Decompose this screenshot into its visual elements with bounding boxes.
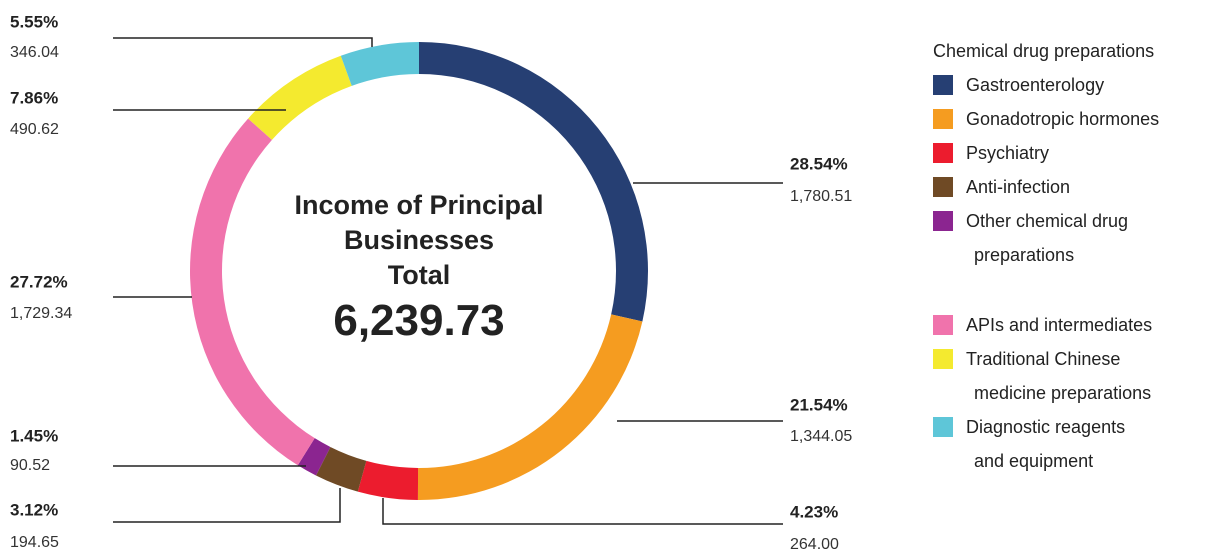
value-label: 1,780.51 [790,188,852,205]
leader-line [113,37,373,47]
percent-label: 5.55% [10,12,58,31]
legend-item: Diagnostic reagents and equipment [933,410,1159,478]
legend-item: Traditional Chinese medicine preparation… [933,342,1159,410]
legend: Chemical drug preparations Gastroenterol… [933,36,1159,478]
donut-slice [315,446,367,492]
percent-label: 1.45% [10,426,58,445]
donut-slice [340,42,419,86]
value-label: 490.62 [10,121,59,138]
legend-label: Diagnostic reagents and equipment [966,417,1126,471]
leader-line [113,488,341,523]
legend-gap [933,272,1159,308]
center-title: Income of Principal Businesses Total [294,190,544,290]
legend-item: Other chemical drug preparations [933,204,1159,272]
value-label: 194.65 [10,534,59,551]
percent-label: 21.54% [790,395,848,414]
value-label: 1,344.05 [790,428,852,445]
percent-label: 7.86% [10,88,58,107]
legend-swatch [933,211,953,231]
legend-label: Gonadotropic hormones [966,109,1160,129]
legend-label: Traditional Chinese medicine preparation… [966,349,1152,403]
value-label: 346.04 [10,44,59,61]
legend-swatch [933,177,953,197]
legend-swatch [933,75,953,95]
donut-slice [189,118,315,466]
legend-item: APIs and intermediates [933,308,1159,342]
donut-slice [248,55,352,140]
legend-swatch [933,143,953,163]
value-label: 264.00 [790,536,839,551]
donut-slice [357,460,419,500]
leader-line [382,498,783,525]
donut-slice [417,314,643,500]
legend-swatch [933,315,953,335]
legend-label: Other chemical drug preparations [966,211,1129,265]
legend-item: Gastroenterology [933,68,1159,102]
legend-label: Psychiatry [966,143,1050,163]
legend-swatch [933,349,953,369]
legend-item: Gonadotropic hormones [933,102,1159,136]
legend-item: Psychiatry [933,136,1159,170]
legend-swatch [933,417,953,437]
legend-label: Gastroenterology [966,75,1105,95]
value-label: 90.52 [10,457,50,474]
legend-label: Anti-infection [966,177,1071,197]
percent-label: 28.54% [790,154,848,173]
legend-item: Anti-infection [933,170,1159,204]
percent-label: 27.72% [10,272,68,291]
percent-label: 4.23% [790,502,838,521]
legend-swatch [933,109,953,129]
center-label: Income of Principal Businesses Total 6,2… [269,188,569,347]
percent-label: 3.12% [10,500,58,519]
value-label: 1,729.34 [10,305,72,322]
legend-title: Chemical drug preparations [933,41,1155,61]
donut-slice [419,42,648,322]
legend-label: APIs and intermediates [966,315,1153,335]
center-total: 6,239.73 [333,296,505,345]
